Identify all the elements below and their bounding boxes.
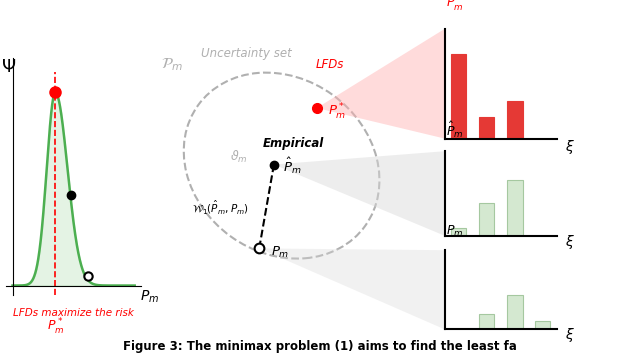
Text: $\mathcal{W}_1(\hat{P}_m, P_m)$: $\mathcal{W}_1(\hat{P}_m, P_m)$ [193, 198, 249, 216]
Bar [507, 180, 522, 236]
Text: LFDs maximize the risk: LFDs maximize the risk [13, 308, 134, 318]
Text: $\hat{P}_m$: $\hat{P}_m$ [283, 156, 301, 176]
Bar [507, 101, 522, 139]
Text: $\vartheta_m$: $\vartheta_m$ [230, 149, 248, 165]
Text: $P_m$: $P_m$ [446, 224, 463, 239]
Text: $\xi$: $\xi$ [565, 326, 575, 344]
Bar [451, 228, 467, 236]
Text: $P_m^*$: $P_m^*$ [446, 0, 463, 14]
Bar [479, 203, 495, 236]
Bar [535, 321, 550, 329]
Bar [479, 314, 495, 329]
Text: $P_m$: $P_m$ [271, 245, 289, 260]
Polygon shape [274, 151, 445, 236]
Text: $P_m^*$: $P_m^*$ [47, 316, 64, 337]
Text: Uncertainty set: Uncertainty set [201, 48, 292, 60]
Bar [479, 117, 495, 139]
Polygon shape [317, 29, 445, 139]
Bar [451, 54, 467, 139]
Text: $\hat{P}_m$: $\hat{P}_m$ [446, 120, 464, 140]
Text: Empirical: Empirical [262, 138, 324, 150]
Text: Figure 3: The minimax problem (1) aims to find the least fa: Figure 3: The minimax problem (1) aims t… [123, 340, 517, 353]
Polygon shape [259, 248, 445, 329]
Text: $P_m$: $P_m$ [140, 289, 159, 305]
Text: $P_m^*$: $P_m^*$ [328, 102, 347, 122]
Text: $\xi$: $\xi$ [565, 138, 575, 156]
Text: $\mathcal{P}_m$: $\mathcal{P}_m$ [161, 57, 182, 73]
Bar [507, 295, 522, 329]
Text: $\xi$: $\xi$ [565, 233, 575, 251]
Text: $\Psi$: $\Psi$ [1, 58, 17, 76]
Text: LFDs: LFDs [316, 58, 344, 71]
